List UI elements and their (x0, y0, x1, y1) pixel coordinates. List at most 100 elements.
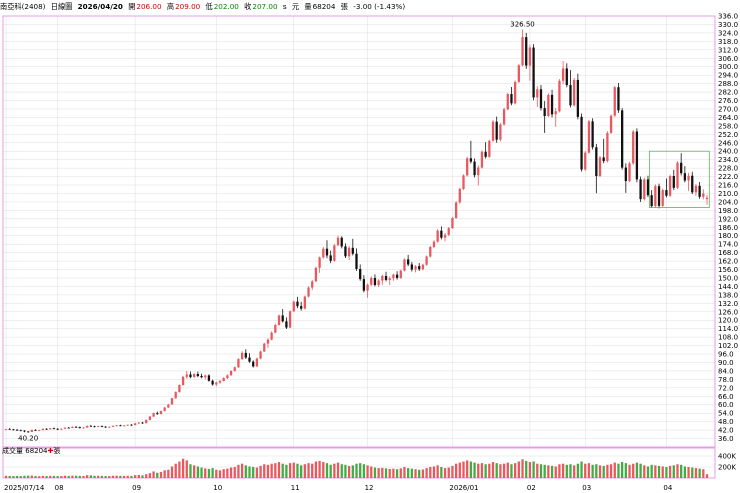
volume-bar (550, 465, 554, 478)
volume-bar (133, 475, 137, 478)
candle-body (255, 358, 259, 367)
volume-bar (514, 463, 517, 478)
price-grid (3, 15, 715, 447)
volume-bar (440, 467, 443, 478)
volume-bar (255, 467, 259, 478)
candle-body (78, 427, 81, 429)
volume-bar (322, 462, 325, 478)
candle-body (45, 428, 48, 430)
candle-body (414, 266, 417, 270)
price-tick-label: 264.0 (718, 114, 738, 122)
price-tick-label: 186.0 (718, 224, 738, 232)
price-annotations: 326.50 40.20 (18, 20, 710, 443)
date-tick-label: 2025/07/14 (4, 484, 45, 492)
candle-body (484, 151, 487, 157)
volume-bar (480, 463, 484, 478)
volume-bar (657, 465, 661, 478)
candle-body (8, 428, 11, 430)
volume-title: 成交量 (2, 447, 23, 455)
volume-bar (351, 465, 354, 478)
candle-body (602, 157, 605, 162)
volume-bar (447, 467, 450, 478)
price-tick-label: 288.0 (718, 80, 738, 88)
volume-bar (569, 464, 572, 478)
candle-body (694, 185, 698, 193)
volume-bar (425, 468, 428, 478)
candle-body (119, 425, 122, 427)
volume-bar (499, 464, 502, 478)
volume-bar (41, 475, 45, 478)
volume-bar (665, 467, 668, 478)
price-tick-label: 168.0 (718, 249, 738, 257)
volume-bars (4, 458, 709, 478)
volume-tick-label: 200K (718, 464, 736, 472)
open-value: 206.00 (136, 2, 162, 11)
volume-bar (517, 461, 520, 478)
volume-bar (705, 474, 709, 478)
volume-bar (347, 465, 351, 478)
candle-body (687, 175, 690, 181)
candle-body (38, 430, 41, 431)
candle-body (226, 375, 229, 378)
volume-bar (395, 469, 399, 478)
stock-name: 南亞科(2408) (0, 2, 46, 11)
candle-body (63, 427, 67, 429)
price-tick-label: 318.0 (718, 38, 738, 46)
volume-bar (233, 467, 236, 478)
volume-bar (362, 464, 366, 478)
price-tick-label: 228.0 (718, 165, 738, 173)
volume-bar (167, 469, 170, 478)
volume-bar (561, 463, 565, 478)
candle-body (377, 280, 380, 286)
candle-body (288, 311, 292, 328)
volume-bar (609, 464, 613, 478)
volume-bar (528, 462, 532, 478)
price-tick-label: 48.0 (718, 418, 734, 426)
candle-body (71, 426, 74, 428)
price-tick-label: 276.0 (718, 97, 738, 105)
volume-bar (193, 465, 196, 478)
volume-header-unit: 張 (53, 447, 61, 455)
volume-bar (60, 476, 63, 478)
volume-bar (130, 475, 133, 478)
candle-body (499, 124, 502, 140)
candle-body (23, 430, 26, 432)
volume-bar (359, 463, 362, 478)
candle-body (19, 430, 22, 432)
candle-body (318, 257, 321, 268)
volume-value: 68204 (312, 2, 336, 11)
candle-body (355, 253, 358, 269)
volume-bar (63, 475, 67, 478)
volume-bar (606, 464, 609, 478)
volume-bar (252, 467, 255, 478)
candle-body (517, 65, 520, 82)
candle-body (156, 413, 159, 415)
candle-body (591, 121, 594, 148)
candle-body (528, 47, 532, 66)
volume-bar (56, 476, 59, 478)
candle-body (141, 422, 144, 424)
candle-body (307, 287, 310, 297)
candle-body (285, 321, 288, 328)
volume-bar (407, 468, 410, 478)
candle-body (488, 140, 491, 157)
candle-series (4, 29, 709, 433)
candle-body (15, 429, 19, 431)
volume-bar (388, 468, 391, 478)
volume-bar (318, 460, 321, 478)
candle-body (668, 176, 672, 196)
candle-body (580, 116, 583, 170)
candle-body (52, 428, 56, 430)
volume-bar (222, 469, 225, 478)
volume-bar (432, 466, 436, 478)
candle-body (410, 264, 413, 270)
candle-body (539, 89, 543, 109)
candle-body (4, 428, 8, 430)
volume-bar (174, 463, 177, 478)
volume-bar (263, 464, 266, 478)
candle-body (122, 425, 126, 427)
candle-body (325, 248, 329, 256)
volume-bar (488, 463, 491, 478)
candle-body (425, 256, 428, 265)
price-tick-label: 138.0 (718, 291, 738, 299)
